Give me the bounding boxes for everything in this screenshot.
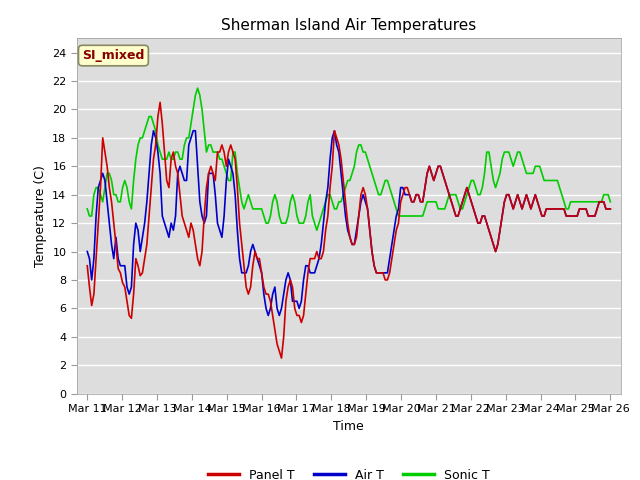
Title: Sherman Island Air Temperatures: Sherman Island Air Temperatures [221,18,476,33]
Text: SI_mixed: SI_mixed [82,49,145,62]
X-axis label: Time: Time [333,420,364,432]
Legend: Panel T, Air T, Sonic T: Panel T, Air T, Sonic T [203,464,495,480]
Y-axis label: Temperature (C): Temperature (C) [33,165,47,267]
